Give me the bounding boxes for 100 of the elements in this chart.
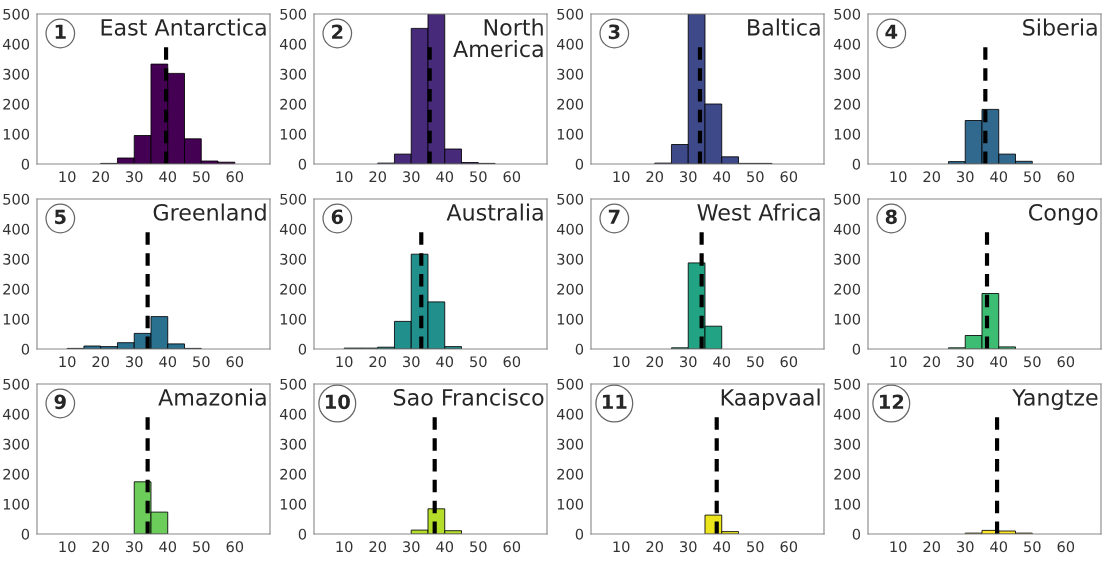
x-tick-label: 40	[713, 541, 731, 553]
y-tick-label: 500	[280, 378, 307, 390]
y-tick-label: 400	[279, 408, 307, 420]
x-tick-label: 40	[990, 356, 1008, 368]
x-tick-label: 60	[503, 356, 521, 368]
y-tick-label: 100	[834, 498, 861, 510]
y-tick-label: 0	[575, 158, 584, 170]
y-tick-label: 200	[834, 468, 861, 480]
x-tick-label: 30	[403, 541, 420, 553]
y-tick-label: 500	[557, 378, 584, 390]
x-tick-label: 10	[890, 171, 907, 183]
x-tick-label: 20	[369, 541, 387, 553]
x-tick-label: 60	[780, 356, 798, 368]
chart-title: Australia	[446, 203, 543, 221]
x-tick-label: 30	[957, 171, 974, 183]
y-tick-label: 500	[280, 193, 307, 205]
x-tick-label: 30	[126, 356, 143, 368]
y-tick-label: 400	[556, 408, 584, 420]
x-tick-label: 50	[1024, 356, 1041, 368]
y-tick-label: 500	[557, 193, 584, 205]
annotation: 7	[608, 209, 620, 224]
x-tick-label: 40	[713, 171, 731, 183]
y-tick-label: 0	[575, 528, 584, 540]
y-tick-label: 300	[280, 68, 307, 80]
annotation: 4	[885, 24, 898, 39]
y-tick-label: 0	[298, 158, 307, 170]
y-tick-label: 400	[2, 223, 30, 235]
chart-title: Sao Francisco	[393, 388, 544, 406]
x-tick-label: 40	[159, 171, 177, 183]
x-tick-label: 10	[613, 356, 630, 368]
x-tick-label: 20	[923, 541, 941, 553]
chart-title: West Africa	[697, 203, 820, 221]
y-tick-label: 400	[556, 38, 584, 50]
y-tick-label: 200	[280, 468, 307, 480]
x-tick-label: 50	[747, 171, 764, 183]
y-tick-label: 400	[279, 223, 307, 235]
y-tick-label: 100	[3, 498, 30, 510]
y-tick-label: 500	[3, 378, 30, 390]
y-tick-label: 100	[834, 128, 861, 140]
y-tick-label: 300	[3, 68, 30, 80]
y-tick-label: 200	[3, 98, 30, 110]
x-tick-label: 30	[403, 171, 420, 183]
x-tick-label: 20	[646, 541, 664, 553]
x-tick-label: 20	[92, 171, 110, 183]
chart-title: Yangtze	[1012, 389, 1098, 411]
y-tick-label: 100	[557, 498, 584, 510]
x-tick-label: 20	[369, 356, 387, 368]
annotation: 6	[331, 209, 344, 225]
y-tick-label: 400	[2, 408, 30, 420]
x-tick-label: 20	[92, 541, 110, 553]
y-tick-label: 400	[833, 38, 861, 50]
y-tick-label: 200	[3, 283, 30, 295]
y-tick-label: 500	[3, 8, 30, 20]
chart-title: Kaapvaal	[721, 388, 820, 411]
y-tick-label: 500	[3, 193, 30, 205]
annotation: 8	[885, 209, 897, 225]
y-tick-label: 400	[279, 38, 307, 50]
x-tick-label: 10	[890, 356, 907, 368]
x-tick-label: 10	[613, 541, 630, 553]
y-tick-label: 0	[852, 343, 861, 355]
y-tick-label: 300	[557, 68, 584, 80]
y-tick-label: 300	[280, 253, 307, 265]
y-tick-label: 200	[557, 468, 584, 480]
x-tick-label: 50	[193, 541, 210, 553]
y-tick-label: 300	[834, 438, 861, 450]
x-tick-label: 60	[503, 171, 521, 183]
x-tick-label: 10	[336, 541, 353, 553]
x-tick-label: 60	[503, 541, 521, 553]
x-tick-label: 60	[226, 356, 244, 368]
annotation: 11	[602, 394, 627, 409]
y-tick-label: 100	[834, 313, 861, 325]
annotation: 12	[879, 394, 904, 409]
x-tick-label: 40	[713, 356, 731, 368]
y-tick-label: 200	[280, 98, 307, 110]
y-tick-label: 300	[557, 253, 584, 265]
y-tick-label: 200	[557, 283, 584, 295]
x-tick-label: 50	[747, 356, 764, 368]
y-tick-label: 300	[557, 438, 584, 450]
x-tick-label: 40	[436, 356, 454, 368]
y-tick-label: 0	[298, 528, 307, 540]
y-tick-label: 500	[280, 8, 307, 20]
annotation: 1	[55, 24, 66, 39]
x-tick-label: 30	[680, 171, 697, 183]
y-tick-label: 300	[280, 438, 307, 450]
y-tick-label: 200	[834, 283, 861, 295]
annotation: 5	[55, 209, 66, 225]
x-tick-label: 20	[646, 356, 664, 368]
y-tick-label: 100	[3, 313, 30, 325]
x-tick-label: 60	[1057, 541, 1075, 553]
y-tick-label: 400	[833, 223, 861, 235]
y-tick-label: 300	[3, 438, 30, 450]
chart-title: Siberia	[1023, 18, 1097, 36]
x-tick-label: 50	[193, 171, 210, 183]
x-tick-label: 40	[990, 171, 1008, 183]
x-tick-label: 30	[403, 356, 420, 368]
x-tick-label: 40	[159, 541, 177, 553]
x-tick-label: 10	[890, 541, 907, 553]
x-tick-label: 50	[470, 171, 487, 183]
y-tick-label: 300	[834, 68, 861, 80]
y-tick-label: 200	[280, 283, 307, 295]
